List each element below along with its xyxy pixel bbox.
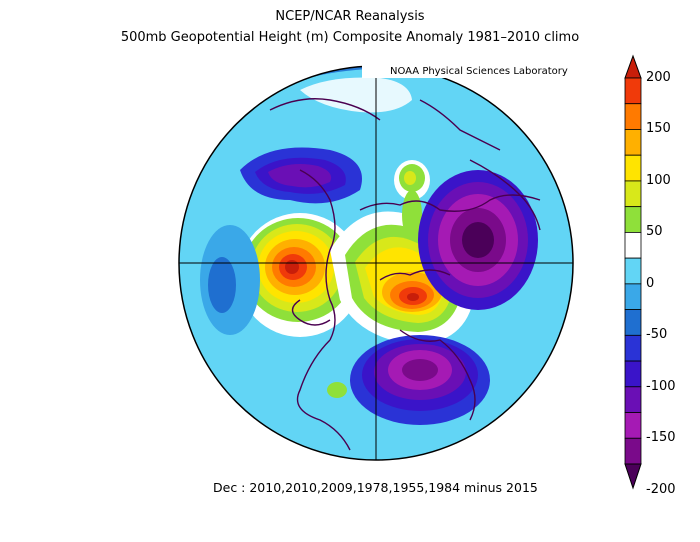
colorbar-bottom-arrow: [624, 463, 642, 490]
colorbar-bin: [624, 386, 642, 413]
colorbar-bin: [624, 154, 642, 182]
anomaly-field: [179, 66, 573, 460]
credit-label: NOAA Physical Sciences Laboratory: [390, 66, 568, 77]
colorbar-label: 100: [646, 172, 671, 188]
colorbar-label: -50: [646, 327, 668, 343]
title-line-2: 500mb Geopotential Height (m) Composite …: [120, 30, 580, 45]
colorbar-bin: [624, 231, 642, 259]
credit-box: [362, 62, 572, 78]
colorbar-bin: [624, 129, 642, 156]
colorbar-bin: [624, 309, 642, 336]
colorbar-bin: [624, 334, 642, 362]
colorbar-bin: [624, 283, 642, 311]
colorbar-label: 0: [646, 275, 655, 291]
colorbar-bin: [624, 360, 642, 388]
title-line-1: NCEP/NCAR Reanalysis: [275, 9, 425, 24]
colorbar-bin: [624, 103, 642, 130]
colorbar-bin: [624, 77, 642, 105]
colorbar-bin: [624, 257, 642, 285]
colorbar-label: -200: [646, 481, 676, 497]
colorbar-label: 150: [646, 121, 671, 137]
colorbar-bin: [624, 437, 642, 465]
colorbar-label: -150: [646, 430, 676, 446]
colorbar-bin: [624, 180, 642, 208]
colorbar-bin: [624, 412, 642, 439]
colorbar-label: 200: [646, 70, 671, 85]
colorbar-top-arrow: [624, 54, 642, 79]
colorbar-label: -100: [646, 378, 676, 394]
colorbar-bin: [624, 206, 642, 233]
coastlines: [269, 98, 541, 451]
subtitle: Dec : 2010,2010,2009,1978,1955,1984 minu…: [213, 480, 538, 495]
colorbar-label: 50: [646, 224, 663, 240]
